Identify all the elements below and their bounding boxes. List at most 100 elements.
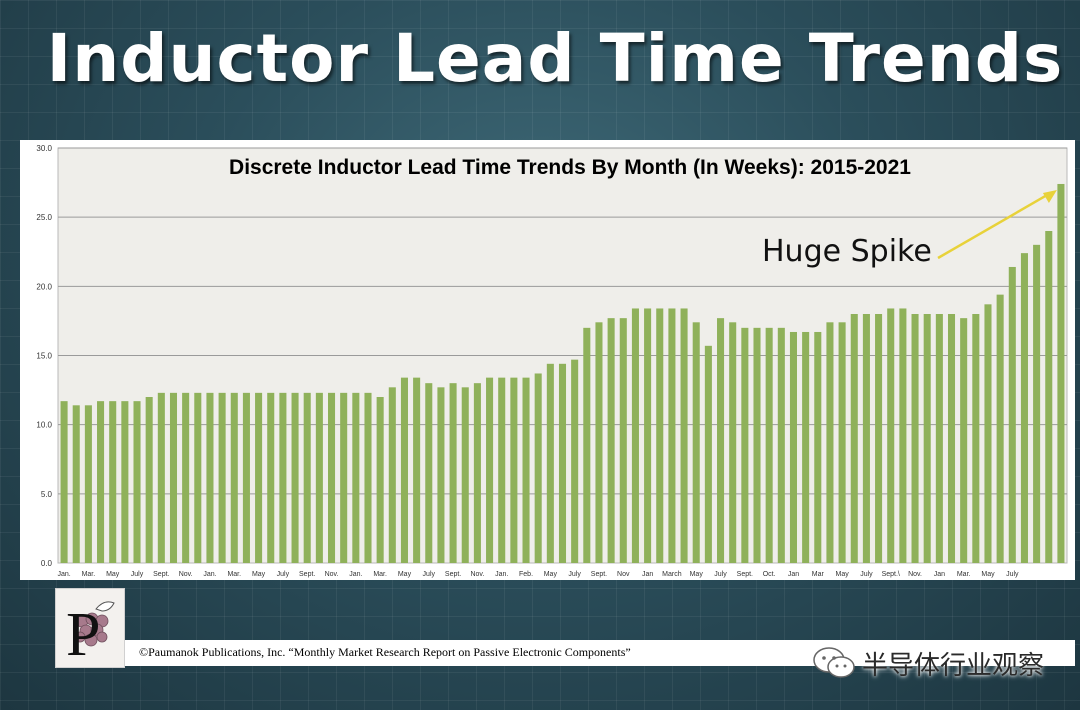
bar-chart: 0.0 5.0 10.0 15.0 20.0 25.0 30.0 Jan. Mar. May Jul…: [36, 144, 1068, 578]
bar: [364, 392, 372, 563]
bar: [1020, 253, 1028, 563]
bar: [206, 392, 214, 563]
bar: [291, 392, 299, 563]
bar: [1033, 244, 1041, 563]
bar: [656, 308, 664, 563]
bar: [84, 405, 92, 563]
bar: [255, 392, 263, 563]
x-tick-label: Sept.\: [882, 571, 900, 578]
bar: [352, 392, 360, 563]
bar: [668, 308, 676, 563]
bar: [534, 373, 542, 563]
bar: [388, 387, 396, 563]
bar: [473, 383, 481, 563]
bar: [133, 401, 141, 563]
x-tick-label: Mar.: [957, 571, 971, 578]
y-tick-label: 15.0: [36, 352, 52, 361]
bar: [850, 314, 858, 563]
x-tick-label: July: [568, 571, 581, 578]
bar: [631, 308, 639, 563]
logo-p-icon: P: [66, 601, 115, 669]
x-tick-label: Sept.: [737, 571, 753, 578]
bar: [230, 392, 238, 563]
x-tick-label: Nov: [617, 571, 630, 578]
y-tick-label: 20.0: [36, 282, 52, 291]
bar: [60, 401, 68, 563]
bar: [1008, 266, 1016, 563]
x-tick-label: Feb.: [519, 571, 533, 578]
bar: [522, 377, 530, 563]
y-tick-label: 5.0: [41, 490, 53, 499]
x-tick-label: Jan.: [495, 571, 508, 578]
bar: [546, 363, 554, 563]
x-tick-label: Mar.: [373, 571, 387, 578]
chart-panel: 0.0 5.0 10.0 15.0 20.0 25.0 30.0 Jan. Mar. May Jul…: [20, 140, 1075, 580]
bar: [717, 318, 725, 563]
x-tick-label: Sept.: [153, 571, 169, 578]
bar: [121, 401, 129, 563]
x-tick-label: Mar.: [82, 571, 96, 578]
bar: [875, 314, 883, 563]
paumanok-logo: P: [55, 588, 125, 669]
bar: [911, 314, 919, 563]
bar: [935, 314, 943, 563]
x-tick-label: Sept.: [299, 571, 315, 578]
source-caption-bar: ©Paumanok Publications, Inc. “Monthly Ma…: [125, 640, 1075, 666]
x-tick-label: July: [714, 571, 727, 578]
x-tick-label: May: [252, 571, 266, 578]
bar: [461, 387, 469, 563]
bar: [327, 392, 336, 563]
bar: [838, 322, 846, 563]
x-tick-label: May: [398, 571, 412, 578]
watermark: 半导体行业观察: [812, 646, 1044, 681]
x-tick-label: Mar.: [227, 571, 241, 578]
x-tick-label: Jan: [934, 571, 945, 578]
x-tick-label: July: [1006, 571, 1019, 578]
logo-letter: P: [66, 601, 100, 667]
bar: [984, 304, 992, 563]
x-tick-label: July: [860, 571, 873, 578]
bar: [242, 392, 250, 563]
bar: [157, 392, 165, 563]
x-tick-label: Nov.: [908, 571, 922, 578]
annotation-huge-spike: Huge Spike: [762, 234, 932, 269]
bar: [947, 314, 956, 563]
bar: [498, 377, 506, 563]
bar: [644, 308, 652, 563]
bar: [315, 392, 323, 563]
bar: [862, 314, 870, 563]
bar: [97, 401, 105, 563]
x-tick-label: Nov.: [179, 571, 193, 578]
slide-title: Inductor Lead Time Trends: [46, 20, 1064, 97]
bar: [899, 308, 907, 563]
bar: [607, 318, 615, 563]
bar: [692, 322, 700, 563]
bar: [923, 314, 931, 563]
bar: [303, 392, 311, 563]
bar: [583, 327, 591, 563]
bar: [558, 363, 567, 563]
bar: [1045, 231, 1053, 563]
bar: [619, 318, 627, 563]
bar: [826, 322, 834, 563]
bar: [510, 377, 518, 563]
x-tick-label: Nov.: [470, 571, 484, 578]
x-tick-label: May: [106, 571, 120, 578]
bar: [996, 294, 1004, 563]
x-tick-label: Mar: [812, 571, 825, 578]
source-caption: ©Paumanok Publications, Inc. “Monthly Ma…: [139, 645, 631, 659]
bar: [145, 397, 153, 563]
bar: [72, 405, 80, 563]
bar: [169, 392, 178, 563]
x-tick-label: July: [277, 571, 290, 578]
wechat-icon: [813, 647, 855, 678]
bar: [765, 327, 773, 563]
bar: [376, 397, 384, 563]
bar: [109, 401, 117, 563]
x-tick-label: Nov.: [325, 571, 339, 578]
bar: [960, 318, 968, 563]
bar: [267, 392, 275, 563]
x-tick-label: Jan.: [57, 571, 70, 578]
x-tick-label: Sept.: [445, 571, 461, 578]
x-tick-label: Jan.: [349, 571, 362, 578]
